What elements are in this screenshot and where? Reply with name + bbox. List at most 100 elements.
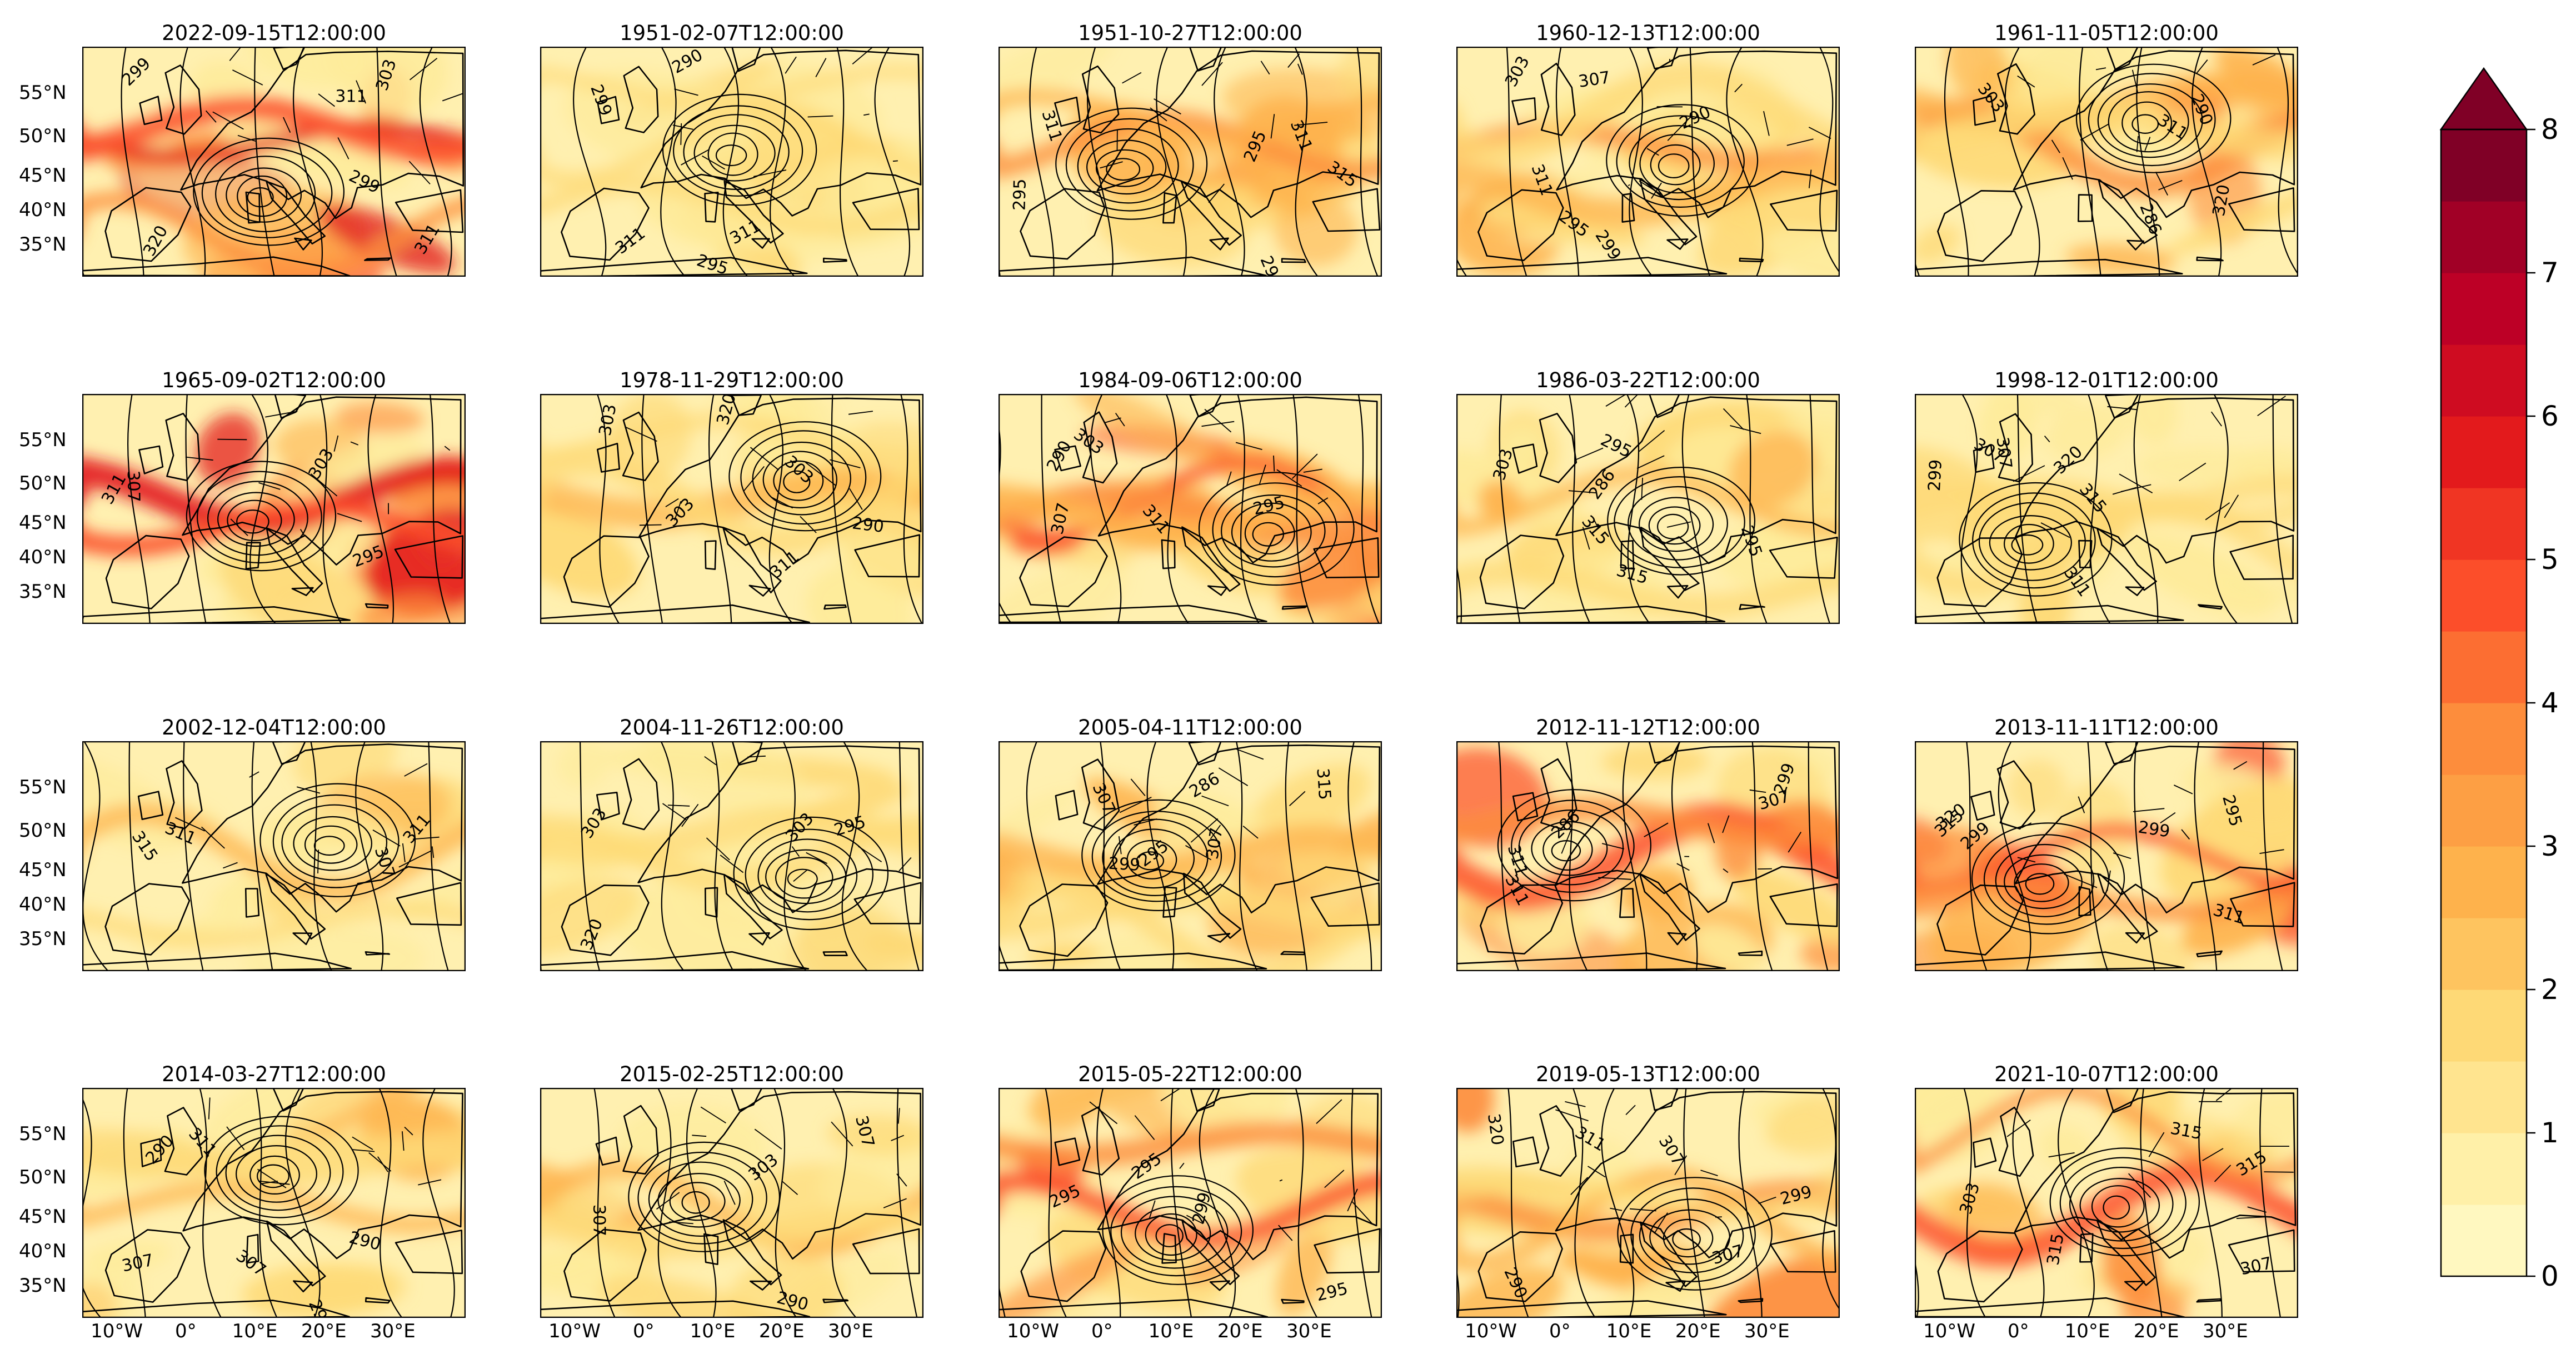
colorbar-tick-label: 8	[2541, 113, 2559, 146]
colorbar-tick-label: 1	[2541, 1117, 2559, 1149]
svg-text:295: 295	[1010, 178, 1030, 211]
isoline-contours	[1915, 1088, 2282, 1318]
panel-title: 1965-09-02T12:00:00	[162, 368, 386, 392]
lon-tick-label: 10°W	[548, 1320, 601, 1342]
coastlines	[999, 394, 1380, 623]
lon-tick-label: 0°	[1091, 1320, 1113, 1342]
shaded-field	[1456, 59, 1840, 277]
panel-title: 2013-11-11T12:00:00	[1994, 716, 2219, 740]
colorbar-bin	[2441, 1061, 2527, 1133]
lon-tick-label: 20°E	[758, 1320, 805, 1342]
panel-frame	[1915, 47, 2298, 277]
isoline-contours	[1456, 1088, 1840, 1318]
lon-tick-label: 10°E	[1606, 1320, 1652, 1342]
shaded-field	[540, 1103, 923, 1318]
lat-tick-label: 50°N	[19, 472, 67, 495]
colorbar-bin	[2441, 918, 2527, 990]
map-panel: 2015-05-22T12:00:00 295 299 295 295 10°W 0° 10°…	[999, 1062, 1382, 1342]
colorbar-bin	[2441, 990, 2527, 1062]
panel-frame	[999, 394, 1382, 624]
lat-tick-label: 50°N	[19, 820, 67, 842]
lon-tick-label: 0°	[632, 1320, 655, 1342]
isoline-contours	[593, 1088, 918, 1318]
panel-title: 2004-11-26T12:00:00	[620, 716, 844, 740]
panel-title: 2022-09-15T12:00:00	[162, 21, 386, 45]
panel-frame	[1915, 741, 2298, 971]
panel-frame	[540, 47, 923, 277]
coastlines	[540, 1088, 922, 1318]
panel-frame	[1456, 741, 1840, 971]
panel-frame	[1915, 394, 2298, 624]
panel-title: 1984-09-06T12:00:00	[1078, 368, 1302, 392]
colorbar-bin	[2441, 344, 2527, 417]
panel-frame	[82, 1088, 466, 1318]
colorbar-bin	[2441, 846, 2527, 918]
svg-text:299: 299	[1925, 459, 1946, 492]
coastlines	[82, 741, 463, 971]
colorbar-bin	[2441, 1205, 2527, 1277]
lat-tick-label: 45°N	[19, 511, 67, 534]
map-panel: 2005-04-11T12:00:00 315 307 307 286 295 299	[999, 716, 1382, 971]
lon-tick-label: 10°W	[91, 1320, 143, 1342]
shaded-field	[1915, 1088, 2298, 1318]
panel-frame	[540, 741, 923, 971]
isoline-contours	[1915, 394, 2293, 624]
panel-title: 1961-11-05T12:00:00	[1994, 21, 2219, 45]
colorbar-bin	[2441, 775, 2527, 847]
shaded-field	[82, 402, 466, 624]
map-panel: 2021-10-07T12:00:00 307 315 315 303 315 10°W 0°…	[1915, 1062, 2298, 1342]
shaded-field	[1456, 741, 1840, 971]
panel-title: 1986-03-22T12:00:00	[1536, 368, 1760, 392]
map-panel: 1998-12-01T12:00:00 320 307 307 315 299 311	[1915, 368, 2298, 624]
svg-text:311: 311	[335, 87, 367, 106]
colorbar-tick-label: 4	[2541, 687, 2559, 719]
colorbar-tick-label: 5	[2541, 543, 2559, 576]
panel-title: 1951-02-07T12:00:00	[620, 21, 844, 45]
coastlines	[82, 1088, 463, 1318]
map-panel: 2014-03-27T12:00:00 307 307 311 295 290 290 55°…	[19, 1062, 466, 1342]
panel-title: 1998-12-01T12:00:00	[1994, 368, 2219, 392]
panel-frame	[82, 741, 466, 971]
isoline-contours	[1497, 741, 1829, 971]
panel-title: 2002-12-04T12:00:00	[162, 716, 386, 740]
lat-tick-label: 40°N	[19, 546, 67, 568]
lon-tick-label: 30°E	[1286, 1320, 1332, 1342]
colorbar-tick-label: 0	[2541, 1260, 2559, 1292]
lon-tick-label: 0°	[174, 1320, 197, 1342]
isoline-contours	[1456, 394, 1831, 624]
map-panel: 1978-11-29T12:00:00 290 311 303 303 303 320	[540, 368, 923, 624]
lon-tick-label: 30°E	[1744, 1320, 1790, 1342]
colorbar-tick-label: 2	[2541, 973, 2559, 1006]
coastlines	[1456, 741, 1839, 971]
map-panel: 1986-03-22T12:00:00 295 295 286 303 315 315	[1456, 368, 1840, 624]
map-panel: 2012-11-12T12:00:00 307 299 286 311 311	[1456, 716, 1840, 971]
lat-tick-label: 35°N	[19, 928, 67, 951]
colorbar-bin	[2441, 129, 2527, 202]
lat-tick-label: 45°N	[19, 164, 67, 187]
colorbar-tick-label: 7	[2541, 257, 2559, 289]
lon-tick-label: 10°E	[1148, 1320, 1194, 1342]
svg-text:299: 299	[2137, 817, 2171, 841]
map-panel: 1951-02-07T12:00:00 290 311 299 311 295	[540, 21, 923, 277]
shaded-field	[1456, 1088, 1840, 1318]
lat-tick-label: 40°N	[19, 893, 67, 916]
colorbar-bin	[2441, 416, 2527, 488]
lat-tick-label: 55°N	[19, 428, 67, 451]
lat-tick-label: 55°N	[19, 776, 67, 798]
map-panel: 2004-11-26T12:00:00 295 320 303 303	[540, 716, 923, 971]
lon-tick-label: 10°E	[2064, 1320, 2110, 1342]
coastlines	[1456, 1088, 1838, 1318]
